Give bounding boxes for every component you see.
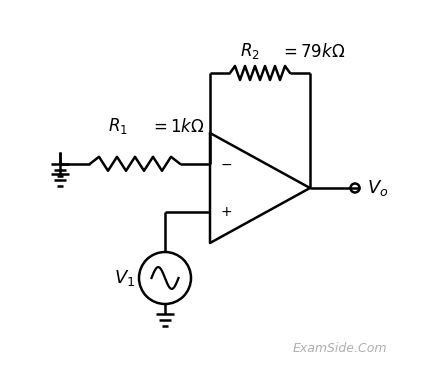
Text: $+$: $+$	[220, 205, 232, 219]
Text: $= 79k\Omega$: $= 79k\Omega$	[280, 43, 345, 61]
Text: $R_2$: $R_2$	[240, 41, 260, 61]
Text: $= 1k\Omega$: $= 1k\Omega$	[150, 118, 205, 136]
Text: $V_1$: $V_1$	[114, 268, 135, 288]
Text: $-$: $-$	[220, 157, 232, 171]
Text: $V_o$: $V_o$	[367, 178, 388, 198]
Text: ExamSide.Com: ExamSide.Com	[293, 342, 387, 355]
Text: $R_1$: $R_1$	[108, 116, 128, 136]
